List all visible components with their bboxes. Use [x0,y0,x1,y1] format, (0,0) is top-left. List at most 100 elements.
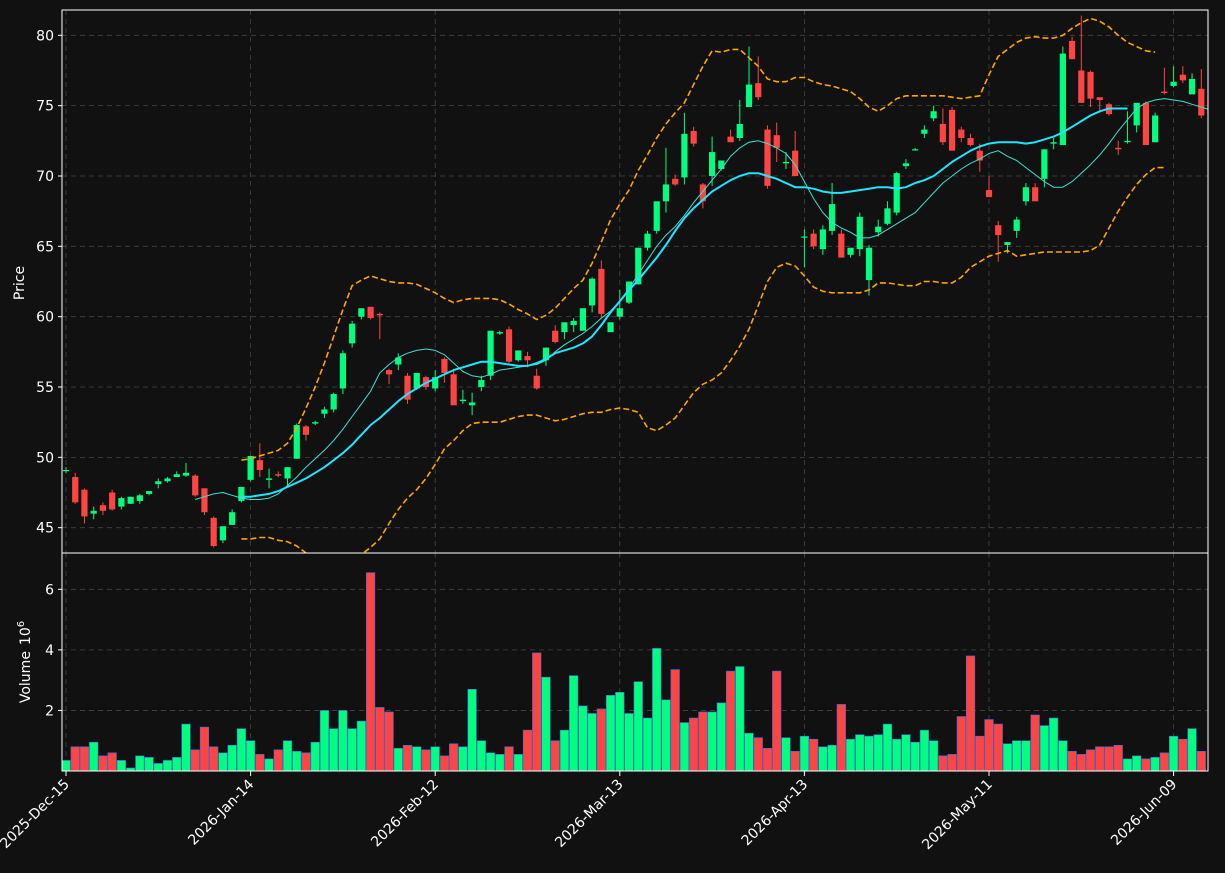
volume-bar [449,743,459,771]
candle-body [81,489,88,517]
candle-body [709,152,716,176]
volume-bar [1058,740,1068,771]
volume-bar [384,711,394,771]
candle-body [607,322,614,333]
candle-body [1115,147,1122,150]
volume-bar [347,728,357,771]
candle-body [884,208,891,224]
volume-bar [679,722,690,771]
candle-body [118,498,125,507]
volume-bar [199,726,210,771]
candle-body [201,488,208,513]
candle-body [1152,115,1159,143]
volume-bar [725,670,736,771]
candle-body [875,226,882,233]
candle-body [653,201,660,231]
price-tick-label: 75 [36,99,54,115]
candle-body [847,247,854,255]
volume-bar [532,652,542,771]
volume-bar [393,747,403,771]
price-tick-label: 80 [36,28,54,44]
volume-bar [1030,714,1040,771]
price-tick-label: 50 [36,450,54,466]
candle-body [62,470,70,472]
candle-body [644,233,651,248]
volume-bar [956,716,966,771]
candle-body [773,135,780,148]
volume-bar [495,754,505,771]
candle-body [515,350,522,361]
candle-body [792,150,799,176]
price-tick-label: 55 [36,380,54,396]
volume-bar [1113,744,1123,771]
volume-bar [753,737,763,771]
volume-bar [522,729,533,771]
volume-bar [1196,751,1206,771]
volume-bar [1039,725,1049,771]
volume-bar [62,760,71,771]
volume-bar [467,688,477,771]
volume-bar [624,713,634,771]
candle-body [302,426,310,435]
candle-body [136,495,143,501]
candle-body [542,347,550,361]
price-axis-label: Price [12,266,28,300]
candle-body [219,526,227,541]
volume-axis-label: Volume 106 [16,621,34,703]
candle-body [939,123,946,143]
volume-bar [698,711,708,771]
volume-bar [929,740,939,771]
candle-body [893,173,900,213]
volume-bar [716,702,726,771]
candle-body [72,477,79,503]
candle-body [339,353,346,389]
candle-body [1022,187,1030,202]
candle-body [727,136,734,143]
candle-body [801,236,808,238]
volume-bar [1049,717,1059,771]
volume-bar [513,754,523,771]
candle-body [210,517,217,546]
volume-bar [504,746,514,771]
volume-bar [162,760,173,771]
candle-body [902,163,910,167]
volume-bar [135,755,145,771]
volume-tick-label: 2 [45,703,54,719]
candle-body [478,379,485,388]
volume-bar [1141,758,1151,771]
candle-body [450,374,457,406]
volume-bar [550,740,560,771]
volume-bar [541,676,551,771]
candle-body [533,375,540,389]
volume-bar [578,705,588,771]
candle-body [1013,219,1020,231]
price-tick-label: 70 [36,169,54,185]
candle-body [921,129,928,134]
candle-body [109,492,116,510]
candle-body [173,474,180,478]
candle-body [635,247,642,285]
candle-body [487,330,494,376]
volume-bar [107,752,117,771]
volume-bar [855,734,865,771]
candle-body [469,402,476,406]
volume-bar [209,746,219,771]
candle-body [681,133,688,178]
volume-bar [744,732,754,771]
volume-bar [338,710,348,771]
volume-bar [1178,738,1188,771]
volume-bar [282,740,293,771]
candle-body [856,216,863,250]
volume-y-axis: 2 4 6 [45,582,62,719]
candle-body [810,233,817,247]
price-tick-label: 65 [36,239,54,255]
volume-bar [181,723,191,771]
volume-bar [255,754,265,771]
volume-bar [910,741,920,771]
candle-body [164,478,171,482]
volume-bar [329,728,339,771]
volume-bar [439,755,450,771]
volume-bar [836,704,846,771]
volume-bar [264,758,274,771]
